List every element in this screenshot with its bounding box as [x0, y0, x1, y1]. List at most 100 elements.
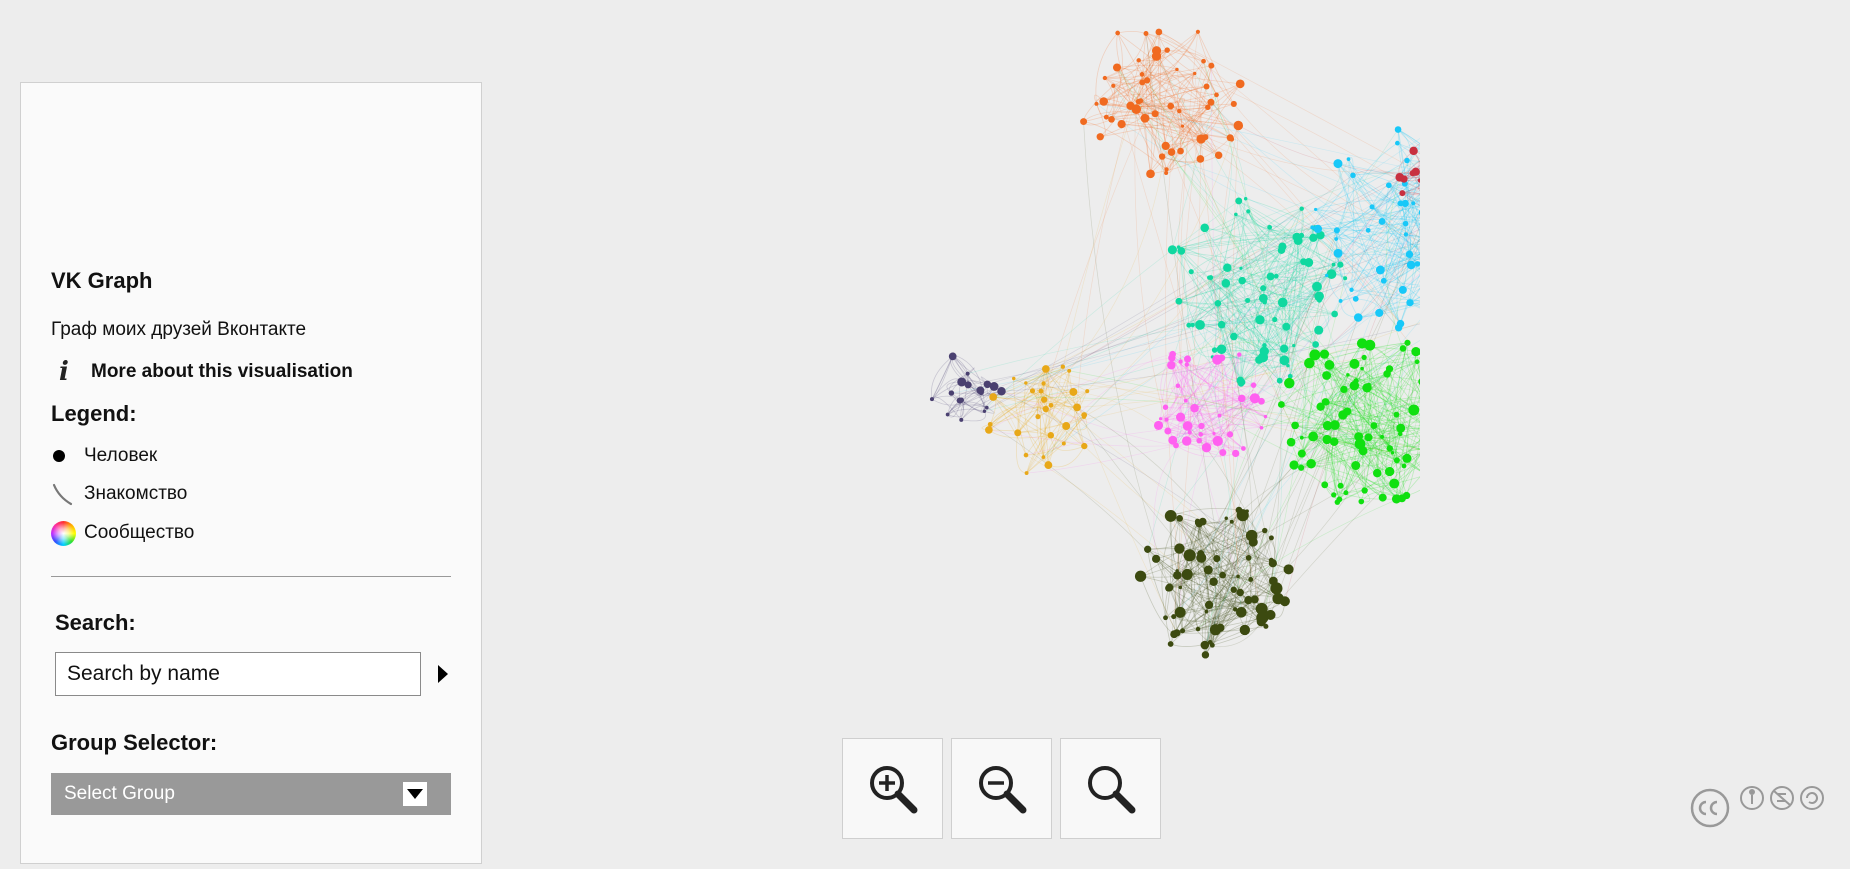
graph-edge [1117, 32, 1167, 146]
graph-edge [1402, 187, 1420, 194]
graph-edge [1167, 261, 1304, 432]
graph-edge [1336, 167, 1420, 231]
graph-node [1241, 446, 1246, 451]
graph-node [1334, 499, 1341, 505]
graph-edge [1381, 436, 1420, 472]
graph-edge [1025, 454, 1188, 575]
graph-node [1401, 463, 1407, 469]
graph-node [1178, 359, 1183, 364]
graph-edge [984, 407, 995, 414]
graph-edge [1180, 361, 1215, 434]
graph-edge [1247, 236, 1298, 301]
graph-edge [1326, 193, 1420, 276]
graph-edge [990, 424, 1181, 588]
graph-edge [1329, 364, 1420, 423]
graph-edge [1389, 447, 1420, 451]
graph-node [1333, 248, 1343, 258]
graph-node [1168, 354, 1176, 362]
graph-node [1340, 385, 1348, 394]
search-submit-button[interactable] [433, 660, 453, 688]
network-graph[interactable] [700, 0, 1420, 680]
graph-node [1195, 319, 1205, 330]
graph-edge [1141, 33, 1147, 83]
graph-edge [1025, 443, 1065, 456]
graph-edge [1140, 100, 1420, 216]
graph-edge [1155, 558, 1207, 612]
cc-license-badge[interactable] [1688, 784, 1828, 830]
graph-edge [1337, 163, 1401, 204]
graph-edge [1145, 33, 1153, 174]
graph-edge [1209, 589, 1234, 643]
graph-edge [1402, 192, 1420, 195]
graph-edge [1348, 158, 1401, 204]
graph-edge [1199, 324, 1289, 367]
graph-edge [1213, 286, 1318, 582]
graph-edge [1314, 354, 1391, 449]
graph-node [1112, 63, 1122, 72]
graph-edge [1116, 64, 1178, 70]
graph-edge [1381, 221, 1420, 251]
graph-edge [1140, 100, 1417, 352]
graph-edge [1329, 364, 1414, 411]
graph-node [948, 390, 955, 396]
more-about-link[interactable]: i More about this visualisation [51, 357, 353, 387]
graph-edge [1219, 415, 1403, 499]
graph-node [1364, 339, 1376, 351]
graph-node [1143, 77, 1151, 84]
search-input[interactable] [55, 652, 421, 696]
graph-edge [1172, 354, 1183, 418]
graph-node [1193, 71, 1197, 76]
graph-edge [1406, 342, 1420, 394]
graph-edge [1039, 368, 1047, 458]
graph-node [1337, 261, 1344, 268]
graph-edge [1397, 129, 1412, 265]
graph-edge [1204, 227, 1289, 366]
graph-node [1135, 98, 1142, 105]
graph-edge [1351, 289, 1420, 303]
graph-edge [1358, 301, 1420, 318]
graph-node [1346, 373, 1350, 377]
graph-edge [1337, 163, 1420, 186]
graph-edge [1347, 374, 1420, 422]
graph-edge [1351, 223, 1406, 291]
graph-edge [1176, 509, 1240, 571]
graph-edge [1354, 234, 1407, 364]
graph-node [1041, 381, 1046, 386]
graph-node [1196, 437, 1202, 444]
graph-edge [1335, 180, 1420, 240]
graph-edge [1208, 277, 1235, 337]
graph-node [964, 381, 972, 389]
graph-edge [1388, 184, 1420, 194]
graph-edge [1103, 69, 1177, 102]
graph-edge [1200, 313, 1335, 326]
graph-edge [960, 383, 988, 420]
graph-edge [1261, 381, 1420, 429]
graph-edge [1180, 361, 1255, 399]
zoom-reset-button[interactable] [1060, 738, 1161, 839]
graph-edge [1180, 250, 1215, 351]
graph-edge [1045, 370, 1070, 410]
graph-edge [1138, 101, 1231, 139]
zoom-out-button[interactable] [951, 738, 1052, 839]
graph-node [1394, 126, 1402, 133]
graph-node [1207, 98, 1215, 106]
graph-edge [1261, 464, 1295, 618]
graph-edge [1178, 264, 1341, 302]
graph-edge [1145, 80, 1167, 174]
graph-edge [1178, 223, 1406, 302]
graph-edge [1017, 383, 1045, 434]
graph-edge [1240, 235, 1302, 269]
graph-edge [1364, 387, 1378, 474]
graph-edge [1219, 354, 1240, 416]
graph-node [1262, 299, 1268, 305]
graph-node [1360, 366, 1364, 371]
graph-node [1245, 554, 1252, 561]
graph-node [1081, 412, 1088, 418]
group-selector-label: Group Selector: [51, 730, 218, 755]
zoom-in-button[interactable] [842, 738, 943, 839]
graph-node [1207, 275, 1212, 280]
graph-node [1385, 466, 1395, 477]
graph-node [959, 417, 964, 422]
graph-edge [1327, 397, 1420, 426]
group-select-dropdown[interactable]: Select Group [51, 773, 451, 815]
